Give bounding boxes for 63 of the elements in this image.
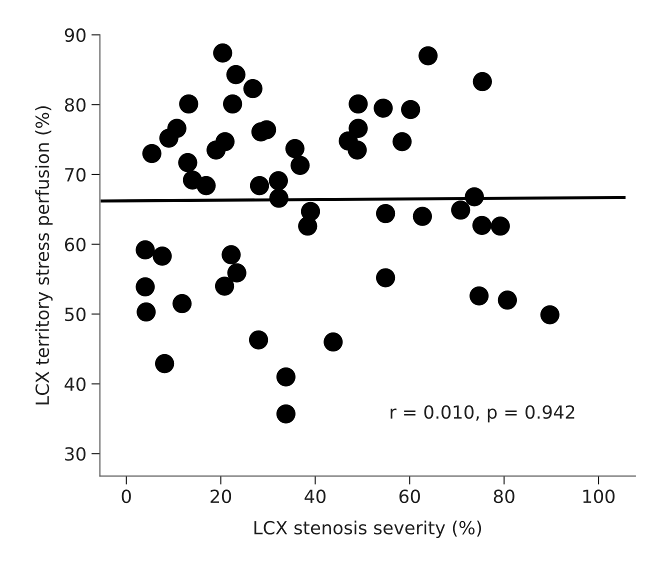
point <box>152 246 172 266</box>
point <box>348 118 368 138</box>
point <box>269 188 288 208</box>
point <box>136 277 155 296</box>
point <box>222 245 241 264</box>
point <box>324 332 343 352</box>
y-tick-label: 90 <box>64 28 86 42</box>
point <box>374 98 393 118</box>
point <box>223 94 242 114</box>
point <box>392 132 412 152</box>
point <box>167 118 186 138</box>
point <box>418 46 438 66</box>
point <box>498 290 517 310</box>
point <box>226 65 246 84</box>
y-tick-label: 30 <box>65 447 86 461</box>
point <box>248 330 268 350</box>
x-tick-label: 20 <box>210 490 232 504</box>
point <box>155 354 174 374</box>
x-tick-label: 40 <box>304 490 326 504</box>
x-tick-label: 100 <box>583 490 615 504</box>
point <box>179 94 198 114</box>
point <box>285 139 304 158</box>
point <box>470 286 489 306</box>
point <box>376 268 396 288</box>
y-tick-label: 80 <box>64 98 86 112</box>
y-axis-title: LCX territory stress perfusion (%) <box>35 106 53 404</box>
point <box>196 176 216 196</box>
point <box>243 79 262 98</box>
point <box>472 216 492 235</box>
point <box>227 263 246 282</box>
point <box>215 132 235 152</box>
point <box>348 94 368 114</box>
annotation: r = 0.010, p = 0.942 <box>390 405 574 422</box>
point <box>472 72 492 92</box>
x-axis-title: LCX stenosis severity (%) <box>254 520 482 538</box>
point <box>412 206 432 226</box>
point <box>290 156 310 175</box>
point <box>268 171 288 190</box>
point <box>276 404 296 424</box>
x-tick-label: 80 <box>494 490 514 504</box>
point <box>401 100 420 120</box>
y-tick-label: 50 <box>65 308 86 322</box>
y-tick-label: 60 <box>65 238 86 252</box>
point <box>178 153 198 172</box>
y-tick-label: 40 <box>64 377 86 391</box>
point <box>298 216 318 236</box>
point <box>136 302 156 322</box>
y-tick-label: 70 <box>65 168 86 182</box>
point <box>451 200 470 220</box>
x-tick-label: 0 <box>122 490 131 504</box>
x-tick-label: 60 <box>399 490 420 504</box>
point <box>348 140 367 160</box>
point <box>464 187 484 206</box>
point <box>376 204 396 224</box>
point <box>276 367 296 386</box>
point <box>142 144 162 164</box>
point <box>250 176 270 196</box>
point <box>136 240 155 260</box>
point <box>540 305 560 324</box>
point <box>172 294 192 314</box>
point <box>214 276 234 296</box>
point <box>213 43 232 63</box>
point <box>490 216 510 236</box>
